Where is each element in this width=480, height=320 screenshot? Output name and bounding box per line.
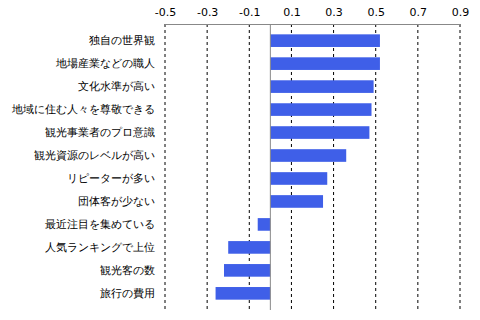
zero-line bbox=[270, 24, 271, 310]
chart: -0.5 -0.3 -0.1 0.1 0.3 0.5 0.7 0.9 独自の世界観地場産業などの… bbox=[0, 0, 480, 320]
y-tick-label: 地域に住む人々を尊敬できる bbox=[11, 103, 155, 116]
bar bbox=[216, 287, 271, 300]
bar bbox=[270, 80, 373, 93]
x-tick: 0.7 bbox=[410, 6, 428, 24]
x-tick-label: 0.9 bbox=[452, 6, 470, 19]
y-tick: 観光資源のレベルが高い bbox=[34, 149, 165, 162]
x-tick-label: 0.5 bbox=[367, 6, 385, 19]
bars bbox=[216, 34, 380, 299]
x-tick: 0.5 bbox=[367, 6, 385, 24]
y-tick-label: 観光資源のレベルが高い bbox=[34, 149, 155, 162]
bar bbox=[270, 126, 369, 139]
bar bbox=[270, 172, 327, 185]
y-tick: 文化水準が高い bbox=[78, 80, 165, 93]
y-tick: 観光事業者のプロ意識 bbox=[45, 126, 165, 139]
y-tick: 観光客の数 bbox=[100, 264, 165, 277]
y-tick: 最近注目を集めている bbox=[45, 218, 165, 231]
y-tick: 旅行の費用 bbox=[100, 287, 165, 300]
y-tick: 人気ランキングで上位 bbox=[45, 241, 165, 254]
y-tick-label: 旅行の費用 bbox=[100, 287, 155, 300]
y-tick-label: 文化水準が高い bbox=[78, 80, 155, 93]
y-tick-label: 人気ランキングで上位 bbox=[45, 241, 155, 254]
y-tick-label: 最近注目を集めている bbox=[45, 218, 155, 231]
y-tick: リピーターが多い bbox=[67, 172, 165, 185]
x-axis: -0.5 -0.3 -0.1 0.1 0.3 0.5 0.7 0.9 bbox=[155, 6, 469, 25]
x-tick: -0.1 bbox=[239, 6, 260, 24]
x-tick: 0.1 bbox=[283, 6, 301, 24]
y-tick-label: 観光客の数 bbox=[100, 264, 155, 277]
grid-line bbox=[207, 24, 208, 310]
bar bbox=[270, 149, 346, 162]
y-tick: 団体客が少ない bbox=[78, 195, 165, 208]
y-tick-label: 地場産業などの職人 bbox=[55, 57, 155, 70]
x-tick-label: -0.5 bbox=[155, 6, 176, 19]
grid-line bbox=[165, 24, 166, 310]
plot: -0.5 -0.3 -0.1 0.1 0.3 0.5 0.7 0.9 独自の世界観地場産業などの… bbox=[11, 6, 469, 310]
x-axis-line bbox=[166, 24, 461, 25]
x-tick: 0.9 bbox=[452, 6, 470, 24]
y-tick: 独自の世界観 bbox=[89, 34, 165, 47]
y-tick-label: リピーターが多い bbox=[67, 172, 155, 185]
grid bbox=[165, 24, 460, 310]
x-tick: -0.5 bbox=[155, 6, 176, 24]
y-tick: 地場産業などの職人 bbox=[55, 57, 165, 70]
y-tick: 地域に住む人々を尊敬できる bbox=[11, 103, 165, 116]
bar bbox=[270, 195, 323, 208]
bar bbox=[224, 264, 270, 277]
bar bbox=[228, 241, 270, 254]
y-tick-label: 観光事業者のプロ意識 bbox=[45, 126, 155, 139]
bar bbox=[270, 34, 380, 47]
x-tick-label: 0.7 bbox=[410, 6, 428, 19]
x-tick-label: -0.1 bbox=[239, 6, 260, 19]
y-axis: 独自の世界観地場産業などの職人文化水準が高い地域に住む人々を尊敬できる観光事業者… bbox=[11, 34, 165, 300]
x-tick-label: 0.1 bbox=[283, 6, 301, 19]
x-tick: 0.3 bbox=[325, 6, 343, 24]
grid-line bbox=[460, 24, 461, 310]
grid-line bbox=[417, 24, 418, 310]
x-tick-label: 0.3 bbox=[325, 6, 343, 19]
bar bbox=[258, 218, 271, 231]
bar bbox=[270, 57, 380, 70]
bar bbox=[270, 103, 371, 116]
y-tick-label: 団体客が少ない bbox=[78, 195, 155, 208]
y-tick-label: 独自の世界観 bbox=[89, 34, 155, 47]
x-tick: -0.3 bbox=[197, 6, 218, 24]
x-tick-label: -0.3 bbox=[197, 6, 218, 19]
